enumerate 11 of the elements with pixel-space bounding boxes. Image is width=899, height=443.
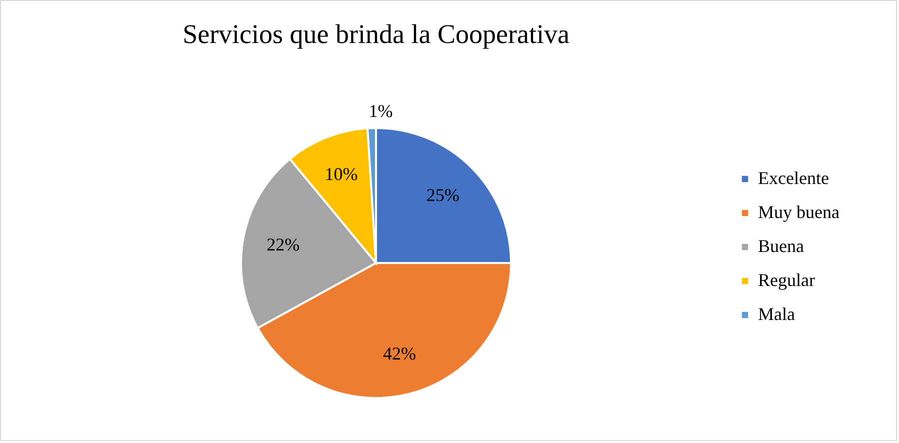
data-label: 1% [368, 101, 393, 122]
data-label: 42% [383, 344, 416, 364]
chart-title: Servicios que brinda la Cooperativa [182, 19, 570, 50]
legend-label: Excelente [758, 168, 829, 188]
legend-label: Muy buena [758, 202, 840, 222]
legend-label: Regular [758, 270, 815, 290]
data-label: 22% [266, 234, 300, 254]
legend-label: Mala [758, 304, 795, 324]
data-label: 25% [426, 185, 460, 206]
data-label: 10% [324, 164, 358, 184]
legend-label: Buena [758, 236, 804, 256]
